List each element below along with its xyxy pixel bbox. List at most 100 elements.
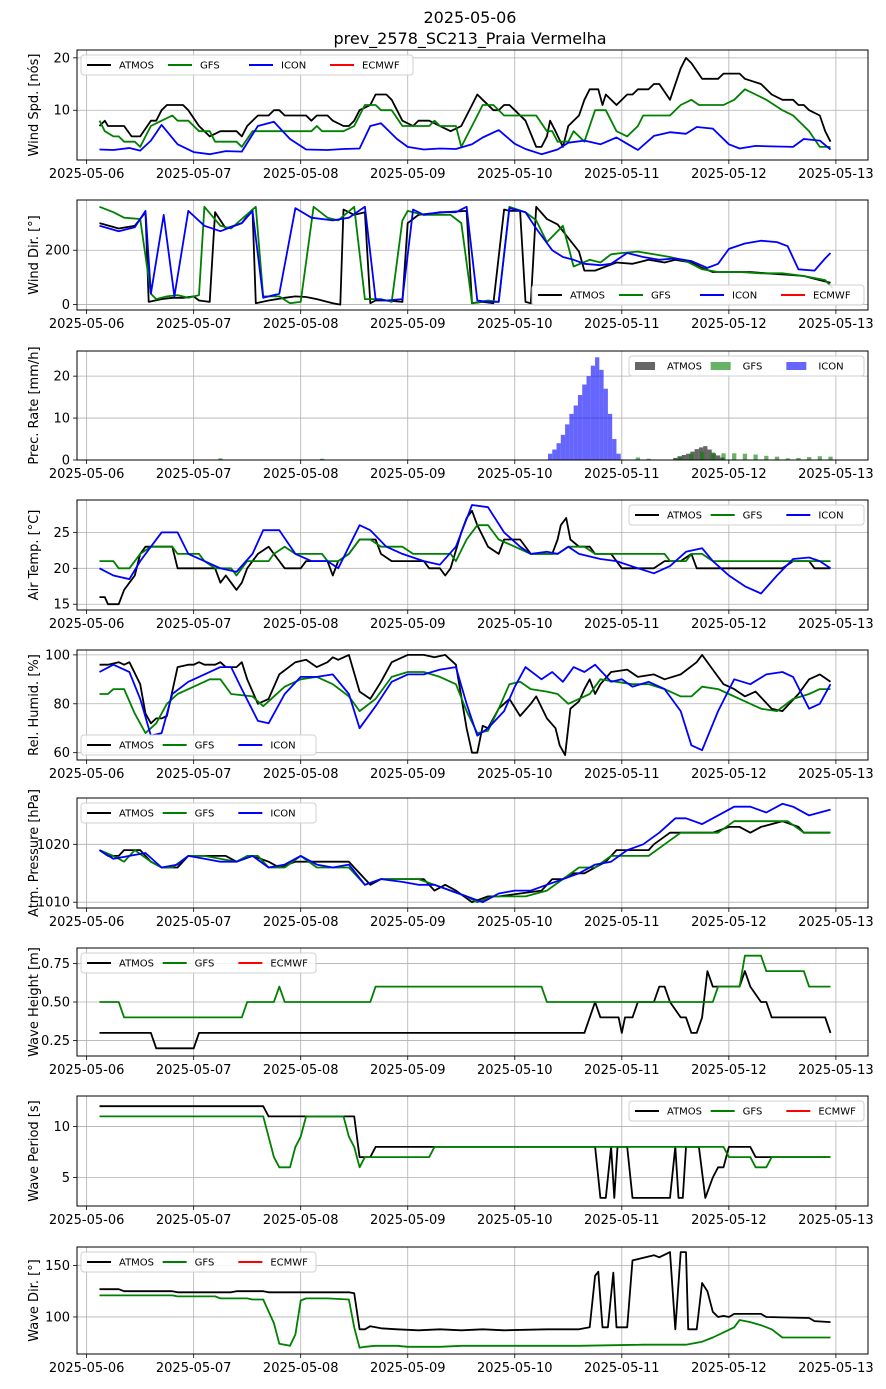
bar-icon [603, 388, 608, 460]
plot-area [99, 205, 834, 306]
legend-label-gfs: GFS [200, 61, 220, 72]
legend-label-gfs: GFS [743, 511, 763, 522]
panel-1: 2025-05-06 2025-05-07 2025-05-08 2025-05-09… [27, 49, 874, 182]
bar-icon [573, 405, 578, 460]
legend-box [628, 355, 865, 377]
bar-gfs [742, 453, 748, 460]
x-tick-label: 2025-05-09 [370, 767, 446, 782]
legend-label-atmos: ATMOS [570, 291, 605, 302]
legend-label-icon: ICON [732, 291, 757, 302]
y-tick-label: 5 [62, 1171, 70, 1186]
x-tick-label: 2025-05-13 [798, 167, 874, 182]
x-tick-label: 2025-05-07 [156, 1361, 232, 1376]
bar-gfs [828, 456, 833, 460]
bar-gfs [319, 458, 325, 460]
x-tick-label: 2025-05-11 [584, 767, 660, 782]
x-tick-label: 2025-05-10 [477, 1213, 553, 1228]
bar-gfs [721, 453, 726, 460]
legend: ATMOS GFS ICON ECMWF [80, 54, 414, 76]
x-tick-label: 2025-05-13 [798, 1361, 874, 1376]
figure-title-date: 2025-05-06 [424, 8, 517, 27]
legend-label-icon: ICON [270, 809, 295, 820]
x-tick-label: 2025-05-10 [477, 317, 553, 332]
bar-icon [560, 434, 566, 460]
plot-area [98, 57, 832, 156]
x-tick-label: 2025-05-12 [691, 167, 767, 182]
y-tick-label: 1010 [37, 896, 70, 911]
legend-label-gfs: GFS [195, 741, 215, 752]
bar-atmos [686, 453, 691, 460]
x-tick-label: 2025-05-08 [263, 467, 339, 482]
bar-gfs [635, 457, 641, 460]
plot-area [99, 1105, 831, 1199]
legend-label-gfs: GFS [743, 362, 763, 373]
axes-frame [76, 499, 869, 611]
x-tick-label: 2025-05-06 [49, 467, 125, 482]
legend: ATMOS GFS ICON [80, 802, 317, 824]
x-tick-label: 2025-05-06 [49, 1063, 125, 1078]
y-axis-label: Atm. Pressure [hPa] [27, 789, 42, 917]
y-axis-label: Wind Dir. [°] [27, 215, 42, 295]
y-tick-label: 60 [53, 746, 70, 761]
legend-label-gfs: GFS [195, 809, 215, 820]
legend: ATMOS GFS ICON [80, 734, 317, 756]
x-tick-label: 2025-05-07 [156, 1213, 232, 1228]
x-tick-label: 2025-05-10 [477, 915, 553, 930]
series-line-gfs [99, 820, 831, 904]
bar-gfs [699, 451, 705, 460]
x-tick-label: 2025-05-10 [477, 1063, 553, 1078]
bar-icon [607, 413, 613, 460]
legend-label-atmos: ATMOS [119, 809, 154, 820]
bar-gfs [689, 453, 694, 460]
y-axis-label: Air Temp. [°C] [27, 510, 42, 601]
plot-area [99, 954, 832, 1050]
bar-atmos [673, 457, 678, 460]
x-tick-label: 2025-05-11 [584, 467, 660, 482]
x-tick-label: 2025-05-08 [263, 767, 339, 782]
bar-icon [569, 413, 574, 460]
series-line-icon [99, 663, 832, 752]
x-tick-label: 2025-05-10 [477, 617, 553, 632]
bar-icon [590, 365, 596, 460]
legend-box [628, 504, 865, 526]
y-tick-label: 10 [53, 1120, 70, 1135]
legend-label-atmos: ATMOS [119, 959, 154, 970]
y-tick-label: 200 [45, 244, 70, 259]
series-line-icon [99, 504, 832, 595]
series-line-atmos [98, 57, 832, 148]
axes-frame [76, 947, 869, 1057]
x-tick-label: 2025-05-12 [691, 767, 767, 782]
legend-box [80, 1251, 317, 1273]
panel-9: 2025-05-06 2025-05-07 2025-05-08 2025-05-09… [27, 1246, 874, 1376]
legend-label-ecmwf: ECMWF [362, 61, 400, 72]
x-tick-label: 2025-05-13 [798, 1213, 874, 1228]
bar-icon [565, 424, 570, 460]
y-tick-label: 0 [62, 454, 70, 469]
x-tick-label: 2025-05-07 [156, 467, 232, 482]
y-tick-label: 0 [62, 298, 70, 313]
legend-label-ecmwf: ECMWF [270, 959, 308, 970]
x-tick-label: 2025-05-12 [691, 1063, 767, 1078]
x-tick-label: 2025-05-09 [370, 915, 446, 930]
bar-gfs [785, 458, 790, 460]
x-tick-label: 2025-05-10 [477, 1361, 553, 1376]
x-tick-label: 2025-05-09 [370, 167, 446, 182]
legend-label-atmos: ATMOS [119, 61, 154, 72]
x-tick-label: 2025-05-08 [263, 317, 339, 332]
bar-gfs [817, 456, 822, 460]
x-tick-label: 2025-05-07 [156, 767, 232, 782]
x-tick-label: 2025-05-07 [156, 1063, 232, 1078]
panel-7: 2025-05-06 2025-05-07 2025-05-08 2025-05-09… [27, 947, 874, 1078]
series-line-atmos [98, 820, 831, 904]
series-line-icon [99, 205, 832, 303]
x-tick-label: 2025-05-13 [798, 1063, 874, 1078]
y-tick-label: 10 [53, 412, 70, 427]
bar-icon [577, 395, 583, 460]
legend-swatch-gfs [710, 362, 731, 370]
plot-area [99, 1251, 831, 1349]
x-tick-label: 2025-05-07 [156, 167, 232, 182]
x-tick-label: 2025-05-06 [49, 167, 125, 182]
panel-5: 2025-05-06 2025-05-07 2025-05-08 2025-05-09… [27, 648, 874, 782]
legend-box [628, 1100, 865, 1122]
x-tick-label: 2025-05-09 [370, 1213, 446, 1228]
